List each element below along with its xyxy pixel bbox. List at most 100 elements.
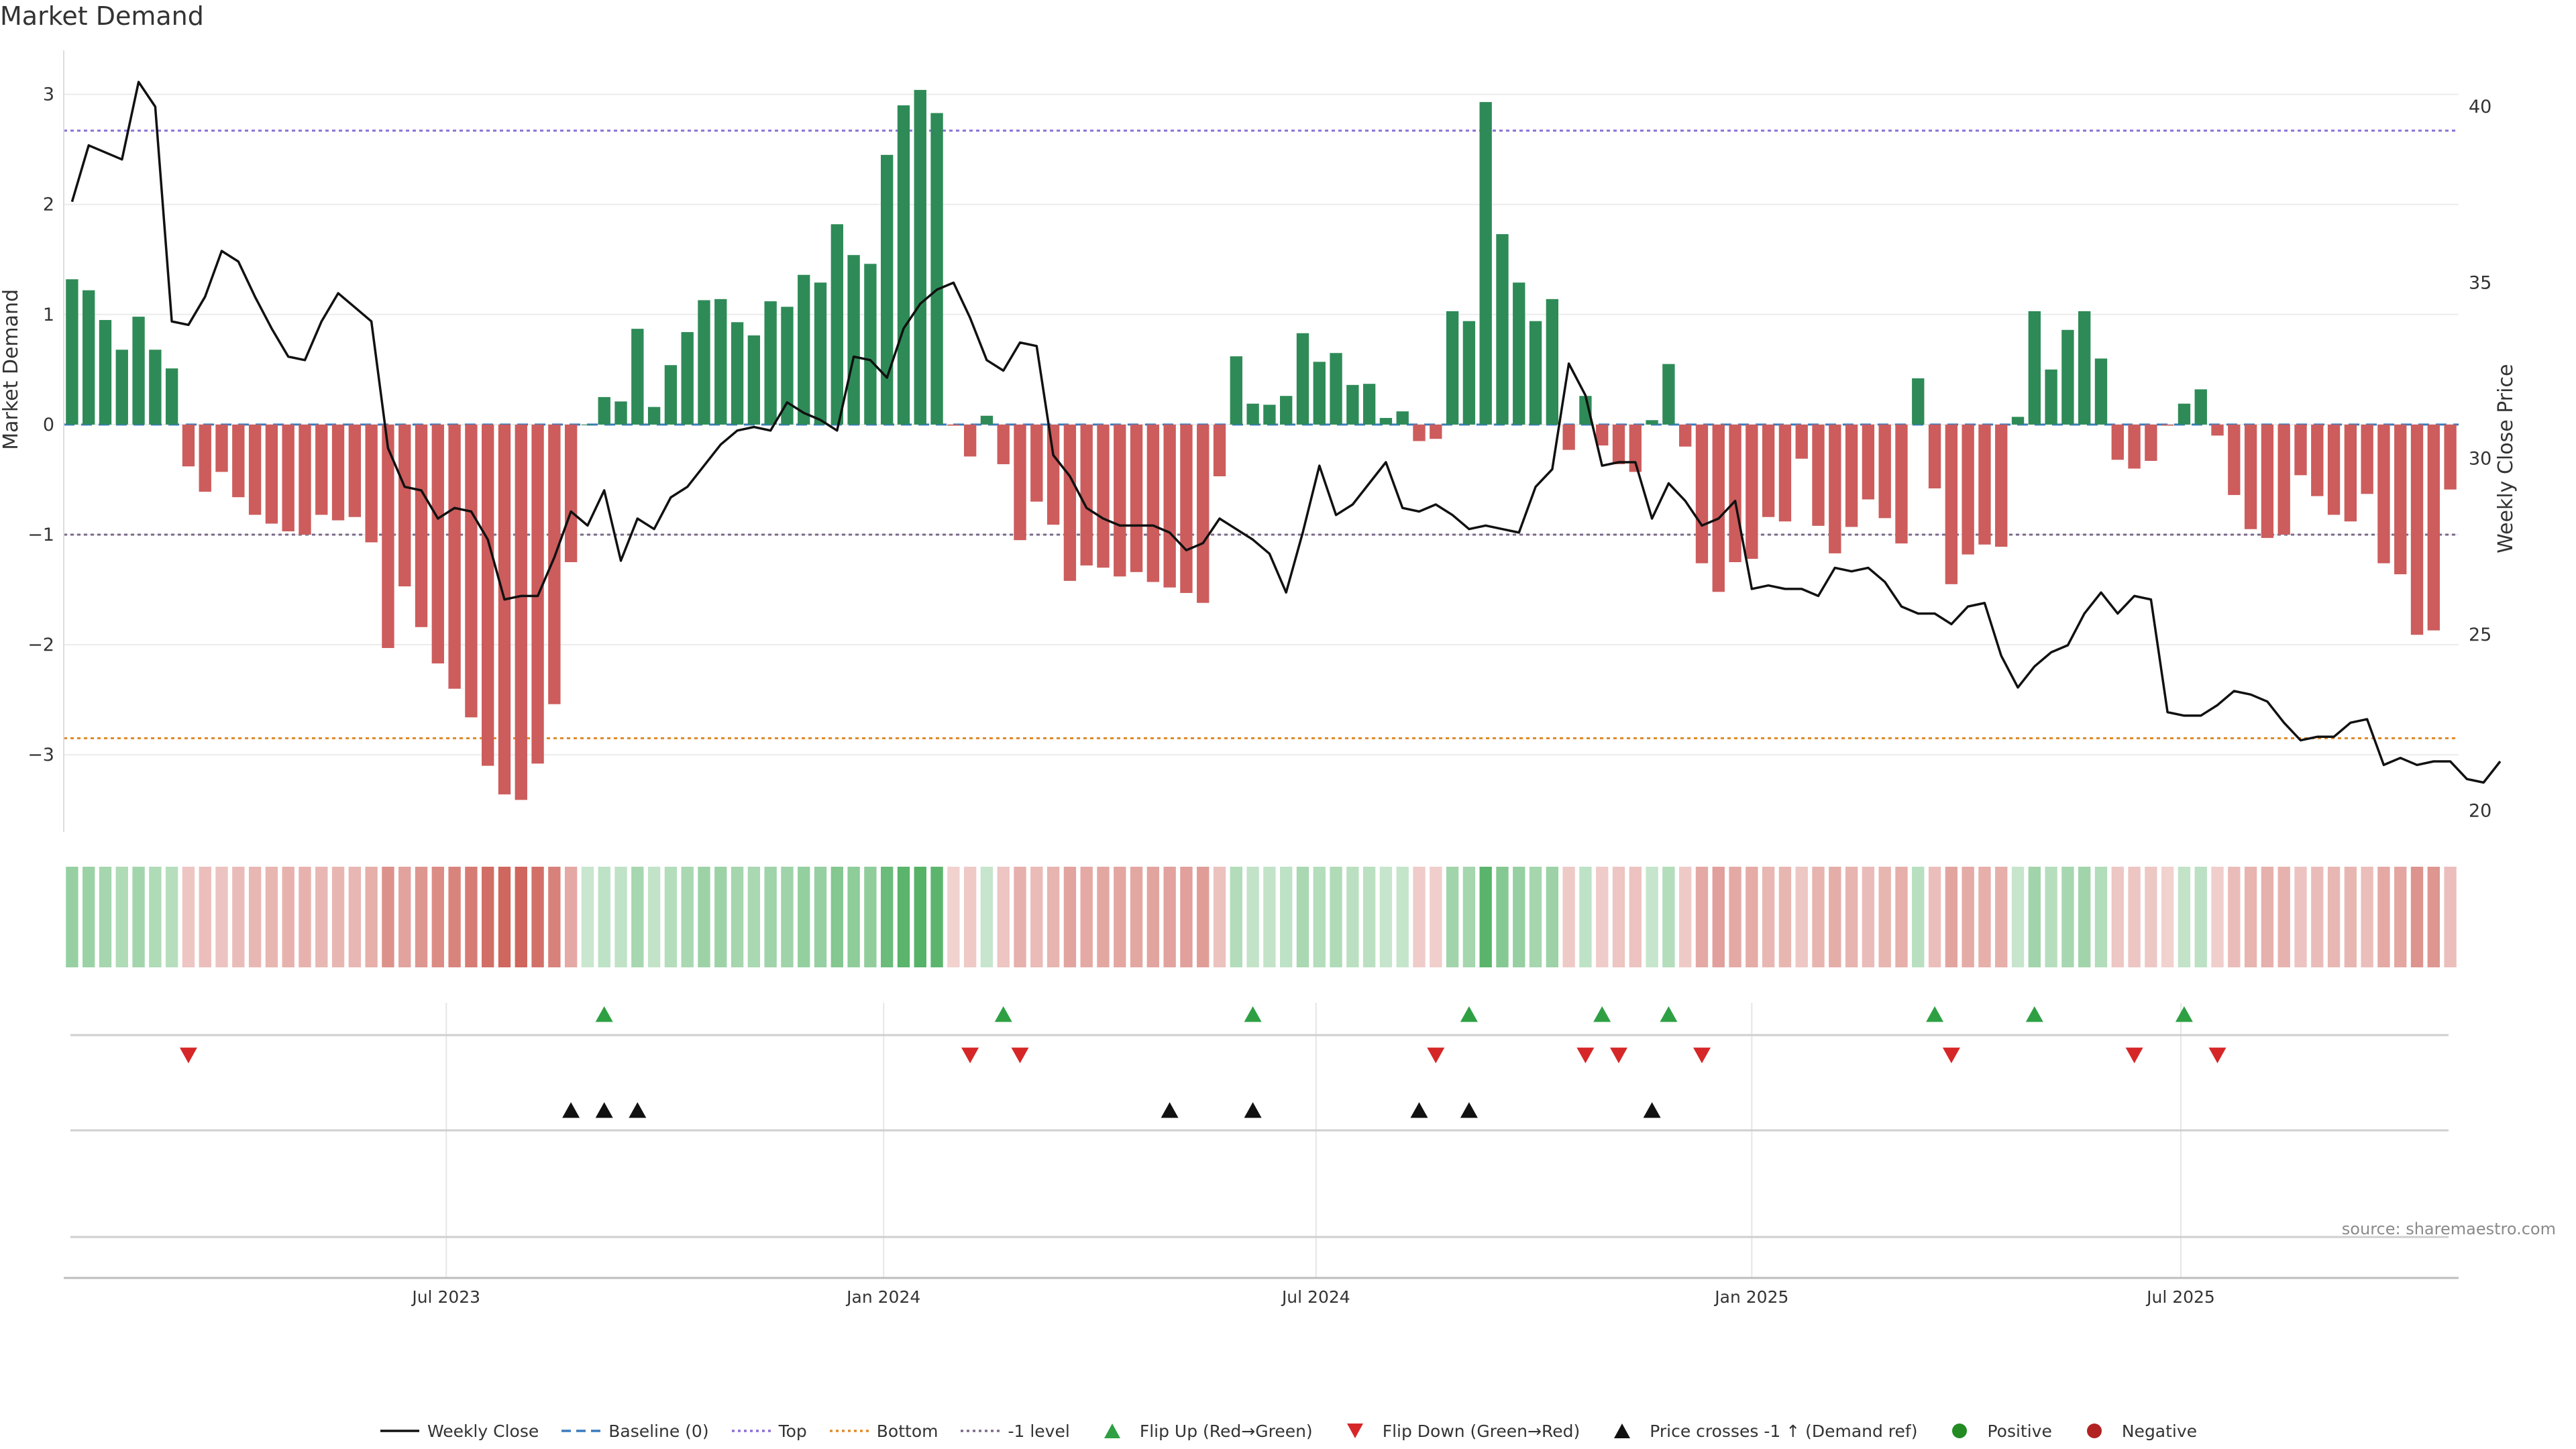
x-tick-label: Jul 2024 xyxy=(1281,1287,1350,1307)
heat-strip-cell xyxy=(1895,867,1908,967)
legend-symbol xyxy=(561,1430,601,1432)
heat-strip-cell xyxy=(2145,867,2157,967)
heat-strip-cell xyxy=(465,867,478,967)
demand-bar-negative xyxy=(1629,424,1642,472)
demand-bar-negative xyxy=(1712,424,1725,592)
demand-bar-positive xyxy=(2028,311,2041,425)
y-tick-label: 3 xyxy=(43,85,54,105)
demand-bar-positive xyxy=(2178,403,2191,425)
heat-strip-cell xyxy=(1379,867,1393,967)
heat-strip-cell xyxy=(1230,867,1242,967)
heat-strip-cell xyxy=(2277,867,2290,967)
legend-symbol xyxy=(1614,1424,1631,1438)
heat-strip-cell xyxy=(1496,867,1509,967)
y-tick-label: 2 xyxy=(43,195,54,215)
legend-symbol xyxy=(731,1430,771,1432)
demand-bar-negative xyxy=(1878,424,1891,519)
demand-bar-negative xyxy=(2261,424,2274,538)
flip-down-marker xyxy=(2125,1047,2143,1063)
demand-bar-negative xyxy=(2377,424,2390,564)
legend-symbol xyxy=(1346,1424,1363,1438)
heat-strip-cell xyxy=(764,867,777,967)
demand-bar-positive xyxy=(664,365,678,425)
legend-item: Flip Up (Red→Green) xyxy=(1091,1421,1313,1441)
legend-item: Positive xyxy=(1939,1421,2052,1441)
demand-bar-negative xyxy=(248,424,262,515)
demand-bar-positive xyxy=(1579,396,1592,425)
demand-bar-negative xyxy=(1895,424,1908,544)
demand-bar-negative xyxy=(498,424,511,795)
demand-bar-negative xyxy=(2394,424,2407,575)
demand-bar-negative xyxy=(1612,424,1625,464)
demand-bar-positive xyxy=(2194,389,2207,425)
legend-label: Price crosses -1 ↑ (Demand ref) xyxy=(1650,1421,1918,1441)
demand-bar-negative xyxy=(1945,424,1958,584)
demand-bar-positive xyxy=(1529,321,1542,425)
heat-strip-cell xyxy=(2094,867,2108,967)
heat-strip-cell xyxy=(598,867,610,967)
demand-bar-negative xyxy=(1213,424,1226,477)
demand-bar-positive xyxy=(764,301,777,425)
demand-bar-positive xyxy=(1330,353,1342,425)
heat-strip-cell xyxy=(1396,867,1409,967)
heat-strip-cell xyxy=(398,867,411,967)
heat-strip-cell xyxy=(647,867,661,967)
demand-bar-negative xyxy=(415,424,428,627)
flip-down-marker xyxy=(961,1047,979,1063)
demand-bar-negative xyxy=(2410,424,2424,635)
demand-bar-negative xyxy=(382,424,394,648)
heat-strip-cell xyxy=(2011,867,2025,967)
heat-strip-cell xyxy=(1878,867,1891,967)
heat-strip-cell xyxy=(1912,867,1925,967)
y-tick-label: −1 xyxy=(28,525,54,545)
demand-bar-positive xyxy=(115,350,128,425)
flip-down-marker xyxy=(1610,1047,1627,1063)
demand-bar-negative xyxy=(315,424,328,515)
x-tick-label: Jul 2025 xyxy=(2145,1287,2215,1307)
x-tick-label: Jan 2025 xyxy=(1713,1287,1788,1307)
heat-strip-cell xyxy=(1995,867,2008,967)
flip-up-marker xyxy=(1926,1006,1944,1022)
chart-legend: Weekly Close Baseline (0) Top Bottom -1 leve… xyxy=(0,1417,2576,1444)
heat-strip-cell xyxy=(1030,867,1043,967)
heat-strip-cell xyxy=(331,867,345,967)
demand-bar-positive xyxy=(747,335,761,425)
heat-strip-cell xyxy=(1795,867,1808,967)
demand-bar-negative xyxy=(1829,424,1841,553)
demand-bar-positive xyxy=(1230,356,1242,425)
y2-tick-label: 40 xyxy=(2469,97,2491,117)
weekly-close-series xyxy=(70,80,2502,784)
demand-bar-positive xyxy=(914,90,926,425)
heat-strip-cell xyxy=(415,867,428,967)
heat-strip-cell xyxy=(1114,867,1126,967)
demand-bar-negative xyxy=(2145,424,2157,462)
flip-up-marker xyxy=(2025,1006,2043,1022)
demand-bar-positive xyxy=(1513,282,1525,425)
heat-strip-cell xyxy=(1679,867,1692,967)
heat-strip-cell xyxy=(2028,867,2041,967)
heat-strip-cell xyxy=(963,867,977,967)
demand-bar-negative xyxy=(1014,424,1026,541)
demand-bar-negative xyxy=(448,424,461,689)
heat-strip-cell xyxy=(614,867,627,967)
heat-strip-cell xyxy=(564,867,578,967)
grid-layer xyxy=(64,93,2459,1278)
demand-bar-negative xyxy=(1596,424,1609,446)
heat-strip-cell xyxy=(2078,867,2091,967)
legend-label: Bottom xyxy=(876,1421,938,1441)
heat-strip-cell xyxy=(781,867,794,967)
heat-strip-cell xyxy=(1014,867,1026,967)
price-cross-marker xyxy=(1643,1102,1661,1118)
heat-strip-cell xyxy=(2361,867,2373,967)
x-tick-label: Jan 2024 xyxy=(845,1287,920,1307)
heat-strip-cell xyxy=(115,867,128,967)
demand-bar-negative xyxy=(1063,424,1077,581)
heat-strip-cell xyxy=(548,867,561,967)
demand-bar-negative xyxy=(1430,424,1442,439)
demand-bar-negative xyxy=(431,424,444,663)
demand-bar-negative xyxy=(564,424,578,562)
demand-bar-positive xyxy=(1263,405,1276,425)
demand-bar-positive xyxy=(2011,417,2025,425)
heat-strip-cell xyxy=(2311,867,2324,967)
heat-strip-cell xyxy=(2394,867,2407,967)
